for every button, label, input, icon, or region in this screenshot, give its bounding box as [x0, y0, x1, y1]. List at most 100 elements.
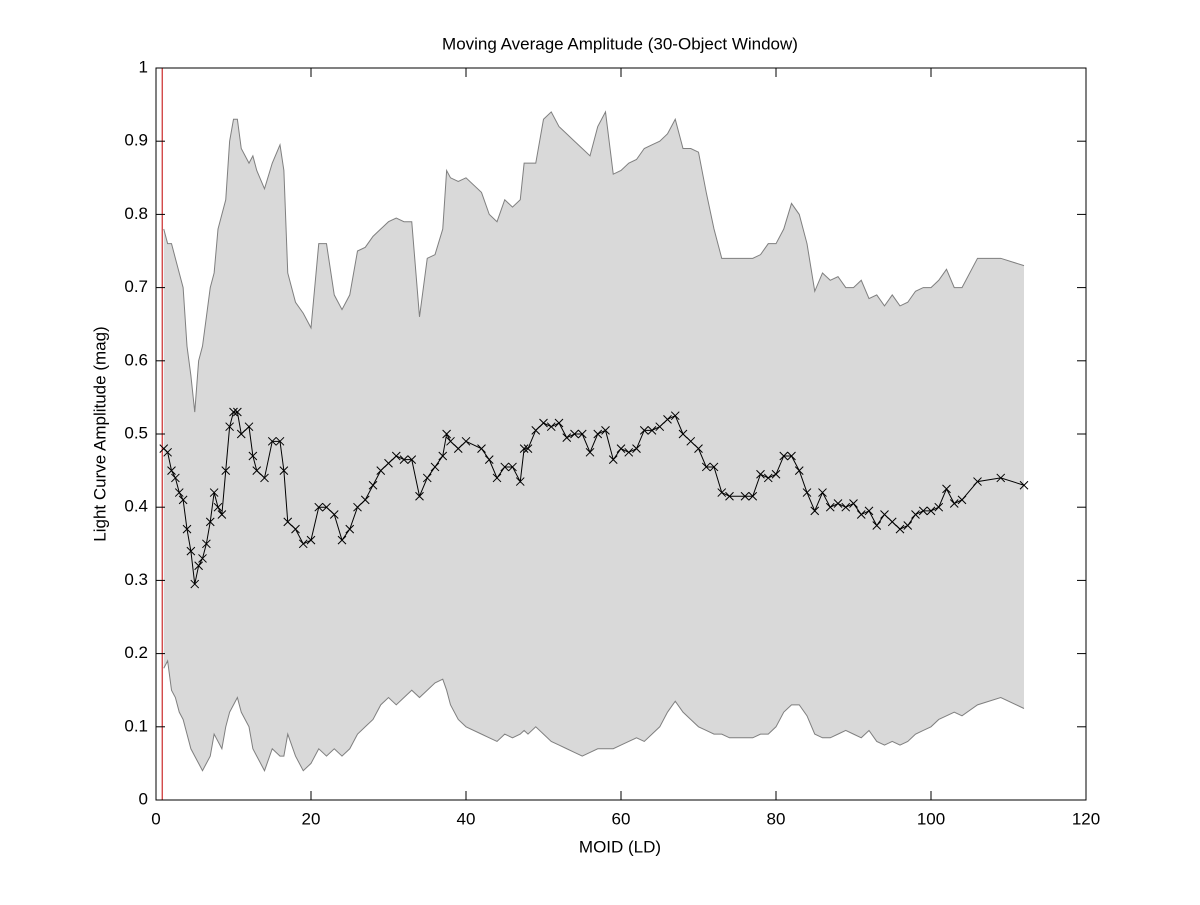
y-axis-label: Light Curve Amplitude (mag) — [90, 326, 109, 541]
data-point — [484, 455, 494, 464]
x-axis-label: MOID (LD) — [579, 837, 661, 856]
data-point — [314, 502, 324, 512]
data-point — [236, 429, 246, 439]
data-point — [616, 444, 626, 453]
data-point — [217, 510, 227, 519]
data-point — [849, 499, 858, 508]
data-point — [306, 535, 316, 545]
y-tick-label: 0.2 — [124, 643, 148, 662]
data-point — [198, 554, 207, 563]
y-tick-label: 0.3 — [124, 570, 148, 589]
data-point — [973, 477, 982, 486]
band-edge — [163, 110, 1025, 413]
data-point — [748, 491, 758, 501]
data-point — [663, 415, 672, 424]
band-edge — [163, 659, 1025, 772]
data-point — [283, 517, 293, 527]
data-point — [725, 491, 734, 501]
data-point — [624, 447, 634, 457]
data-point — [570, 429, 579, 439]
data-point — [205, 517, 215, 527]
data-point — [585, 447, 595, 457]
data-point — [209, 488, 219, 497]
data-point — [500, 462, 510, 472]
data-point — [701, 462, 711, 472]
y-tick-label: 0.7 — [124, 277, 148, 296]
data-point — [171, 473, 180, 483]
data-point — [477, 444, 486, 453]
data-point — [926, 506, 936, 516]
data-point — [601, 425, 610, 435]
data-point — [740, 491, 750, 501]
y-tick-label: 0.9 — [124, 131, 148, 150]
data-point — [655, 422, 665, 432]
data-point — [461, 436, 471, 446]
data-point — [221, 466, 231, 475]
x-tick-label: 120 — [1072, 809, 1100, 828]
data-point — [531, 425, 541, 435]
data-point — [368, 480, 378, 490]
data-point — [391, 451, 401, 461]
data-point — [763, 473, 773, 483]
data-point — [911, 510, 920, 519]
data-point — [438, 451, 448, 461]
data-point — [182, 524, 192, 534]
data-point — [833, 499, 843, 508]
data-point — [279, 466, 289, 475]
data-point — [260, 473, 269, 483]
y-tick-label: 1 — [139, 57, 148, 76]
data-point — [442, 429, 451, 439]
x-tick-label: 100 — [917, 809, 945, 828]
data-point — [492, 473, 502, 483]
data-point — [229, 407, 238, 417]
data-point — [756, 469, 765, 479]
data-point — [887, 517, 897, 527]
data-point — [794, 466, 804, 475]
data-point — [446, 436, 455, 446]
data-point — [577, 429, 587, 439]
data-point — [275, 436, 285, 446]
x-tick-label: 0 — [151, 809, 160, 828]
x-tick-label: 60 — [612, 809, 631, 828]
y-tick-label: 0.8 — [124, 204, 148, 223]
data-point — [678, 429, 688, 439]
plot-area — [159, 68, 1029, 800]
data-point — [163, 447, 172, 457]
y-tick-label: 0.1 — [124, 716, 148, 735]
y-tick-label: 0.5 — [124, 423, 148, 442]
data-point — [942, 484, 951, 494]
data-point — [453, 444, 463, 453]
data-point — [202, 539, 211, 549]
data-point — [593, 429, 603, 439]
data-point — [194, 561, 203, 571]
data-point — [167, 466, 176, 475]
data-point — [864, 506, 874, 516]
data-point — [190, 579, 200, 589]
data-point — [709, 462, 719, 472]
y-tick-label: 0.6 — [124, 350, 148, 369]
data-point — [717, 488, 727, 497]
data-point — [562, 433, 572, 443]
x-tick-label: 40 — [457, 809, 476, 828]
data-point — [918, 506, 928, 516]
data-point — [178, 495, 188, 505]
data-point — [841, 502, 851, 512]
data-point — [608, 455, 618, 464]
data-point — [225, 422, 234, 432]
x-tick-label: 20 — [302, 809, 321, 828]
data-point — [407, 455, 417, 464]
data-point — [539, 418, 548, 428]
data-point — [934, 502, 944, 512]
data-point — [856, 510, 866, 519]
data-point — [647, 425, 657, 435]
data-point — [186, 546, 196, 556]
data-point — [771, 469, 781, 479]
data-point — [233, 407, 242, 417]
chart-title: Moving Average Amplitude (30-Object Wind… — [442, 34, 798, 53]
data-point — [519, 444, 529, 453]
data-point — [554, 418, 564, 428]
data-point — [329, 510, 339, 519]
data-point — [415, 491, 424, 501]
data-point — [779, 451, 789, 461]
